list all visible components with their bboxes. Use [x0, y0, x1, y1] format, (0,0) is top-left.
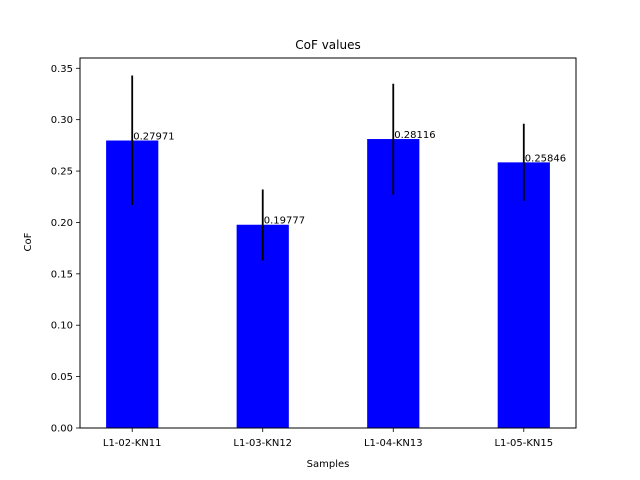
x-axis: L1-02-KN11 L1-03-KN12 L1-04-KN13 L1-05-KN15: [103, 428, 553, 449]
bar-value-labels-group: 0.27971 0.19777 0.28116 0.25846: [133, 130, 566, 227]
y-axis-title: CoF: [23, 232, 34, 251]
x-axis-title: Samples: [307, 459, 350, 470]
x-tick-label: L1-05-KN15: [494, 438, 553, 449]
y-tick-label: 0.35: [51, 64, 73, 75]
chart-title: CoF values: [295, 38, 360, 52]
x-tick-label: L1-02-KN11: [103, 438, 162, 449]
y-axis: 0.00 0.05 0.10 0.15 0.20 0.25 0.30 0.35: [51, 64, 80, 435]
y-tick-label: 0.15: [51, 269, 73, 280]
y-tick-label: 0.20: [51, 218, 73, 229]
bar-l1-05-kn15: [497, 162, 550, 429]
bar-value-label: 0.19777: [264, 216, 305, 227]
y-tick-label: 0.10: [51, 321, 73, 332]
y-tick-label: 0.25: [51, 167, 73, 178]
error-bars-group: [131, 75, 525, 261]
x-tick-label: L1-04-KN13: [364, 438, 423, 449]
y-tick-label: 0.30: [51, 115, 73, 126]
y-tick-label: 0.05: [51, 372, 73, 383]
plot-frame: [79, 57, 577, 429]
bar-value-label: 0.28116: [394, 130, 435, 141]
bar-value-label: 0.25846: [525, 153, 566, 164]
bar-value-label: 0.27971: [133, 132, 174, 143]
y-tick-label: 0.00: [51, 424, 73, 435]
x-tick-label: L1-03-KN12: [233, 438, 292, 449]
